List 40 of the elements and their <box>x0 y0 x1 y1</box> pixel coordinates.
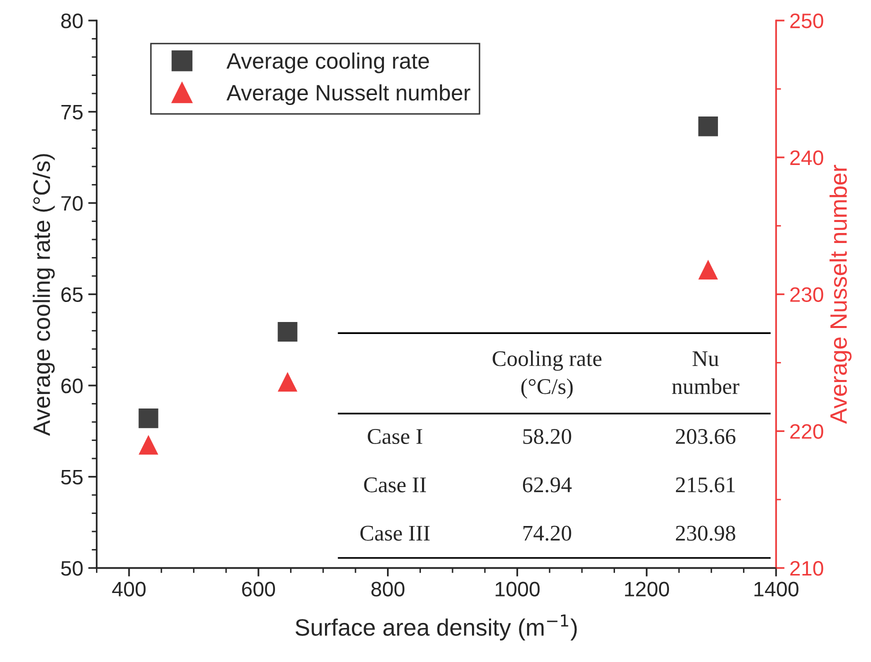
y2-tick-label: 220 <box>790 424 824 439</box>
annotation: 230.98 <box>676 526 736 541</box>
point <box>138 408 158 428</box>
y-tick-label: 50 <box>61 560 83 576</box>
x-tick-label: 1400 <box>754 582 798 596</box>
y-tick-label: 75 <box>61 104 83 120</box>
annotation: 215.61 <box>676 477 735 492</box>
legend-label: Average cooling rate <box>226 52 429 74</box>
y2-axis-title: Average Nusselt number <box>830 164 852 424</box>
x-tick-label: 400 <box>112 582 146 596</box>
x-tick-label: 800 <box>371 582 404 596</box>
annotation: 203.66 <box>676 428 736 444</box>
point <box>698 116 718 136</box>
annotation: Case III <box>360 526 430 541</box>
y-tick-label: 55 <box>61 470 83 485</box>
y2-tick-label: 210 <box>790 560 824 576</box>
annotation: 62.94 <box>522 477 572 492</box>
y2-tick-label: 250 <box>790 14 824 28</box>
legend-label: Average Nusselt number <box>226 84 470 106</box>
point <box>698 260 718 280</box>
x-tick-label: 1200 <box>625 582 670 596</box>
y-tick-label: 65 <box>61 287 83 302</box>
annotation: Case I <box>368 429 422 444</box>
point <box>138 434 158 455</box>
y-tick-label: 70 <box>61 196 83 211</box>
x-tick-label: 1000 <box>496 582 540 596</box>
annotation: 74.20 <box>523 526 572 541</box>
y-tick-label: 60 <box>61 378 83 394</box>
x-axis-title: Surface area density (m$^{−1}$) <box>296 614 577 640</box>
point <box>278 372 298 392</box>
point <box>278 322 298 342</box>
annotation: Nu number <box>672 351 740 394</box>
y-axis-title: Average cooling rate (°C/s) <box>32 154 55 436</box>
x-tick-label: 600 <box>242 582 276 596</box>
y2-tick-label: 230 <box>790 287 824 302</box>
annotation: 58.20 <box>523 428 572 444</box>
y2-tick-label: 240 <box>790 150 824 166</box>
annotation: Cooling rate (°C/s) <box>492 350 602 399</box>
annotation: Case II <box>364 477 426 492</box>
y-tick-label: 80 <box>61 14 83 28</box>
